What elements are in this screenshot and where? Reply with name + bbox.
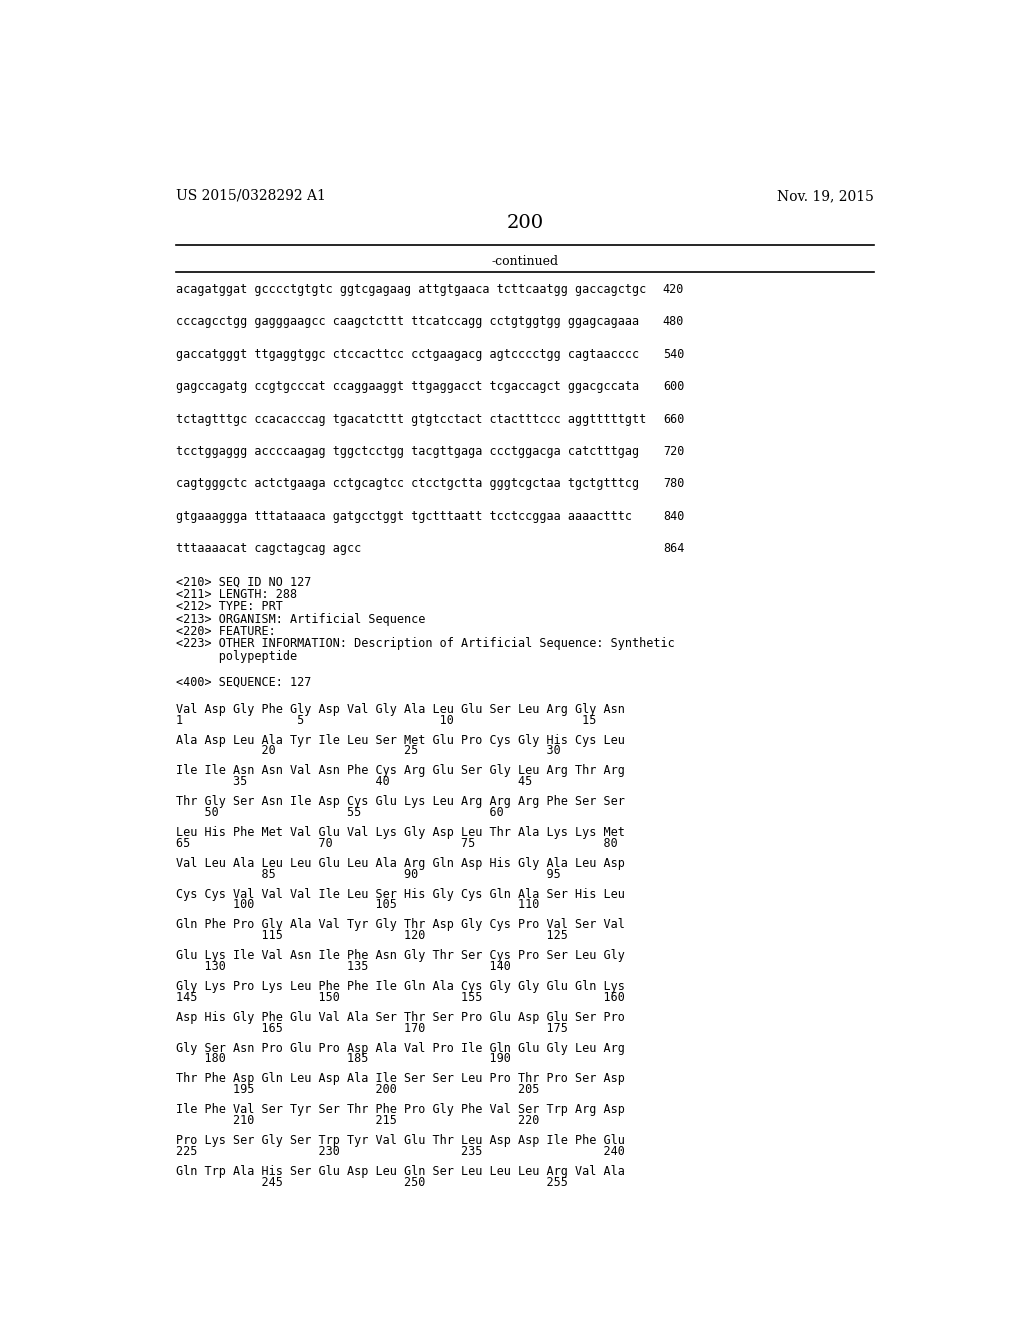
- Text: 65                  70                  75                  80: 65 70 75 80: [176, 837, 617, 850]
- Text: gagccagatg ccgtgcccat ccaggaaggt ttgaggacct tcgaccagct ggacgccata: gagccagatg ccgtgcccat ccaggaaggt ttgagga…: [176, 380, 639, 393]
- Text: 100                 105                 110: 100 105 110: [176, 899, 540, 911]
- Text: polypeptide: polypeptide: [176, 649, 297, 663]
- Text: Ile Ile Asn Asn Val Asn Phe Cys Arg Glu Ser Gly Leu Arg Thr Arg: Ile Ile Asn Asn Val Asn Phe Cys Arg Glu …: [176, 764, 625, 777]
- Text: cccagcctgg gagggaagcc caagctcttt ttcatccagg cctgtggtgg ggagcagaaa: cccagcctgg gagggaagcc caagctcttt ttcatcc…: [176, 315, 639, 329]
- Text: Thr Phe Asp Gln Leu Asp Ala Ile Ser Ser Leu Pro Thr Pro Ser Asp: Thr Phe Asp Gln Leu Asp Ala Ile Ser Ser …: [176, 1072, 625, 1085]
- Text: Glu Lys Ile Val Asn Ile Phe Asn Gly Thr Ser Cys Pro Ser Leu Gly: Glu Lys Ile Val Asn Ile Phe Asn Gly Thr …: [176, 949, 625, 962]
- Text: 35                  40                  45: 35 40 45: [176, 775, 532, 788]
- Text: cagtgggctc actctgaaga cctgcagtcc ctcctgctta gggtcgctaa tgctgtttcg: cagtgggctc actctgaaga cctgcagtcc ctcctgc…: [176, 478, 639, 490]
- Text: 540: 540: [663, 348, 684, 360]
- Text: 85                  90                  95: 85 90 95: [176, 867, 561, 880]
- Text: Gly Lys Pro Lys Leu Phe Phe Ile Gln Ala Cys Gly Gly Glu Gln Lys: Gly Lys Pro Lys Leu Phe Phe Ile Gln Ala …: [176, 979, 625, 993]
- Text: 200: 200: [506, 214, 544, 232]
- Text: <211> LENGTH: 288: <211> LENGTH: 288: [176, 589, 297, 601]
- Text: Gln Phe Pro Gly Ala Val Tyr Gly Thr Asp Gly Cys Pro Val Ser Val: Gln Phe Pro Gly Ala Val Tyr Gly Thr Asp …: [176, 919, 625, 932]
- Text: 145                 150                 155                 160: 145 150 155 160: [176, 991, 625, 1003]
- Text: 20                  25                  30: 20 25 30: [176, 744, 561, 758]
- Text: Thr Gly Ser Asn Ile Asp Cys Glu Lys Leu Arg Arg Arg Phe Ser Ser: Thr Gly Ser Asn Ile Asp Cys Glu Lys Leu …: [176, 795, 625, 808]
- Text: 840: 840: [663, 510, 684, 523]
- Text: Ile Phe Val Ser Tyr Ser Thr Phe Pro Gly Phe Val Ser Trp Arg Asp: Ile Phe Val Ser Tyr Ser Thr Phe Pro Gly …: [176, 1104, 625, 1117]
- Text: 210                 215                 220: 210 215 220: [176, 1114, 540, 1127]
- Text: tcctggaggg accccaagag tggctcctgg tacgttgaga ccctggacga catctttgag: tcctggaggg accccaagag tggctcctgg tacgttg…: [176, 445, 639, 458]
- Text: 130                 135                 140: 130 135 140: [176, 960, 511, 973]
- Text: 180                 185                 190: 180 185 190: [176, 1052, 511, 1065]
- Text: Asp His Gly Phe Glu Val Ala Ser Thr Ser Pro Glu Asp Glu Ser Pro: Asp His Gly Phe Glu Val Ala Ser Thr Ser …: [176, 1011, 625, 1024]
- Text: acagatggat gcccctgtgtc ggtcgagaag attgtgaaca tcttcaatgg gaccagctgc: acagatggat gcccctgtgtc ggtcgagaag attgtg…: [176, 284, 646, 296]
- Text: <213> ORGANISM: Artificial Sequence: <213> ORGANISM: Artificial Sequence: [176, 612, 425, 626]
- Text: <220> FEATURE:: <220> FEATURE:: [176, 626, 275, 638]
- Text: 720: 720: [663, 445, 684, 458]
- Text: 480: 480: [663, 315, 684, 329]
- Text: Leu His Phe Met Val Glu Val Lys Gly Asp Leu Thr Ala Lys Lys Met: Leu His Phe Met Val Glu Val Lys Gly Asp …: [176, 826, 625, 840]
- Text: 115                 120                 125: 115 120 125: [176, 929, 568, 942]
- Text: Pro Lys Ser Gly Ser Trp Tyr Val Glu Thr Leu Asp Asp Ile Phe Glu: Pro Lys Ser Gly Ser Trp Tyr Val Glu Thr …: [176, 1134, 625, 1147]
- Text: 660: 660: [663, 413, 684, 425]
- Text: <400> SEQUENCE: 127: <400> SEQUENCE: 127: [176, 676, 311, 689]
- Text: <212> TYPE: PRT: <212> TYPE: PRT: [176, 601, 283, 614]
- Text: Val Asp Gly Phe Gly Asp Val Gly Ala Leu Glu Ser Leu Arg Gly Asn: Val Asp Gly Phe Gly Asp Val Gly Ala Leu …: [176, 702, 625, 715]
- Text: -continued: -continued: [492, 255, 558, 268]
- Text: 225                 230                 235                 240: 225 230 235 240: [176, 1144, 625, 1158]
- Text: 195                 200                 205: 195 200 205: [176, 1084, 540, 1096]
- Text: 50                  55                  60: 50 55 60: [176, 807, 504, 818]
- Text: Cys Cys Val Val Val Ile Leu Ser His Gly Cys Gln Ala Ser His Leu: Cys Cys Val Val Val Ile Leu Ser His Gly …: [176, 887, 625, 900]
- Text: 165                 170                 175: 165 170 175: [176, 1022, 568, 1035]
- Text: 245                 250                 255: 245 250 255: [176, 1176, 568, 1188]
- Text: 780: 780: [663, 478, 684, 490]
- Text: <223> OTHER INFORMATION: Description of Artificial Sequence: Synthetic: <223> OTHER INFORMATION: Description of …: [176, 638, 675, 651]
- Text: gaccatgggt ttgaggtggc ctccacttcc cctgaagacg agtcccctgg cagtaacccc: gaccatgggt ttgaggtggc ctccacttcc cctgaag…: [176, 348, 639, 360]
- Text: Gly Ser Asn Pro Glu Pro Asp Ala Val Pro Ile Gln Glu Gly Leu Arg: Gly Ser Asn Pro Glu Pro Asp Ala Val Pro …: [176, 1041, 625, 1055]
- Text: US 2015/0328292 A1: US 2015/0328292 A1: [176, 189, 326, 203]
- Text: Val Leu Ala Leu Leu Glu Leu Ala Arg Gln Asp His Gly Ala Leu Asp: Val Leu Ala Leu Leu Glu Leu Ala Arg Gln …: [176, 857, 625, 870]
- Text: tttaaaacat cagctagcag agcc: tttaaaacat cagctagcag agcc: [176, 543, 361, 554]
- Text: 1                5                   10                  15: 1 5 10 15: [176, 714, 596, 726]
- Text: Gln Trp Ala His Ser Glu Asp Leu Gln Ser Leu Leu Leu Arg Val Ala: Gln Trp Ala His Ser Glu Asp Leu Gln Ser …: [176, 1164, 625, 1177]
- Text: 864: 864: [663, 543, 684, 554]
- Text: tctagtttgc ccacacccag tgacatcttt gtgtcctact ctactttccc aggtttttgtt: tctagtttgc ccacacccag tgacatcttt gtgtcct…: [176, 413, 646, 425]
- Text: <210> SEQ ID NO 127: <210> SEQ ID NO 127: [176, 576, 311, 589]
- Text: 600: 600: [663, 380, 684, 393]
- Text: Ala Asp Leu Ala Tyr Ile Leu Ser Met Glu Pro Cys Gly His Cys Leu: Ala Asp Leu Ala Tyr Ile Leu Ser Met Glu …: [176, 734, 625, 747]
- Text: Nov. 19, 2015: Nov. 19, 2015: [776, 189, 873, 203]
- Text: gtgaaaggga tttataaaca gatgcctggt tgctttaatt tcctccggaa aaaactttc: gtgaaaggga tttataaaca gatgcctggt tgcttta…: [176, 510, 632, 523]
- Text: 420: 420: [663, 284, 684, 296]
